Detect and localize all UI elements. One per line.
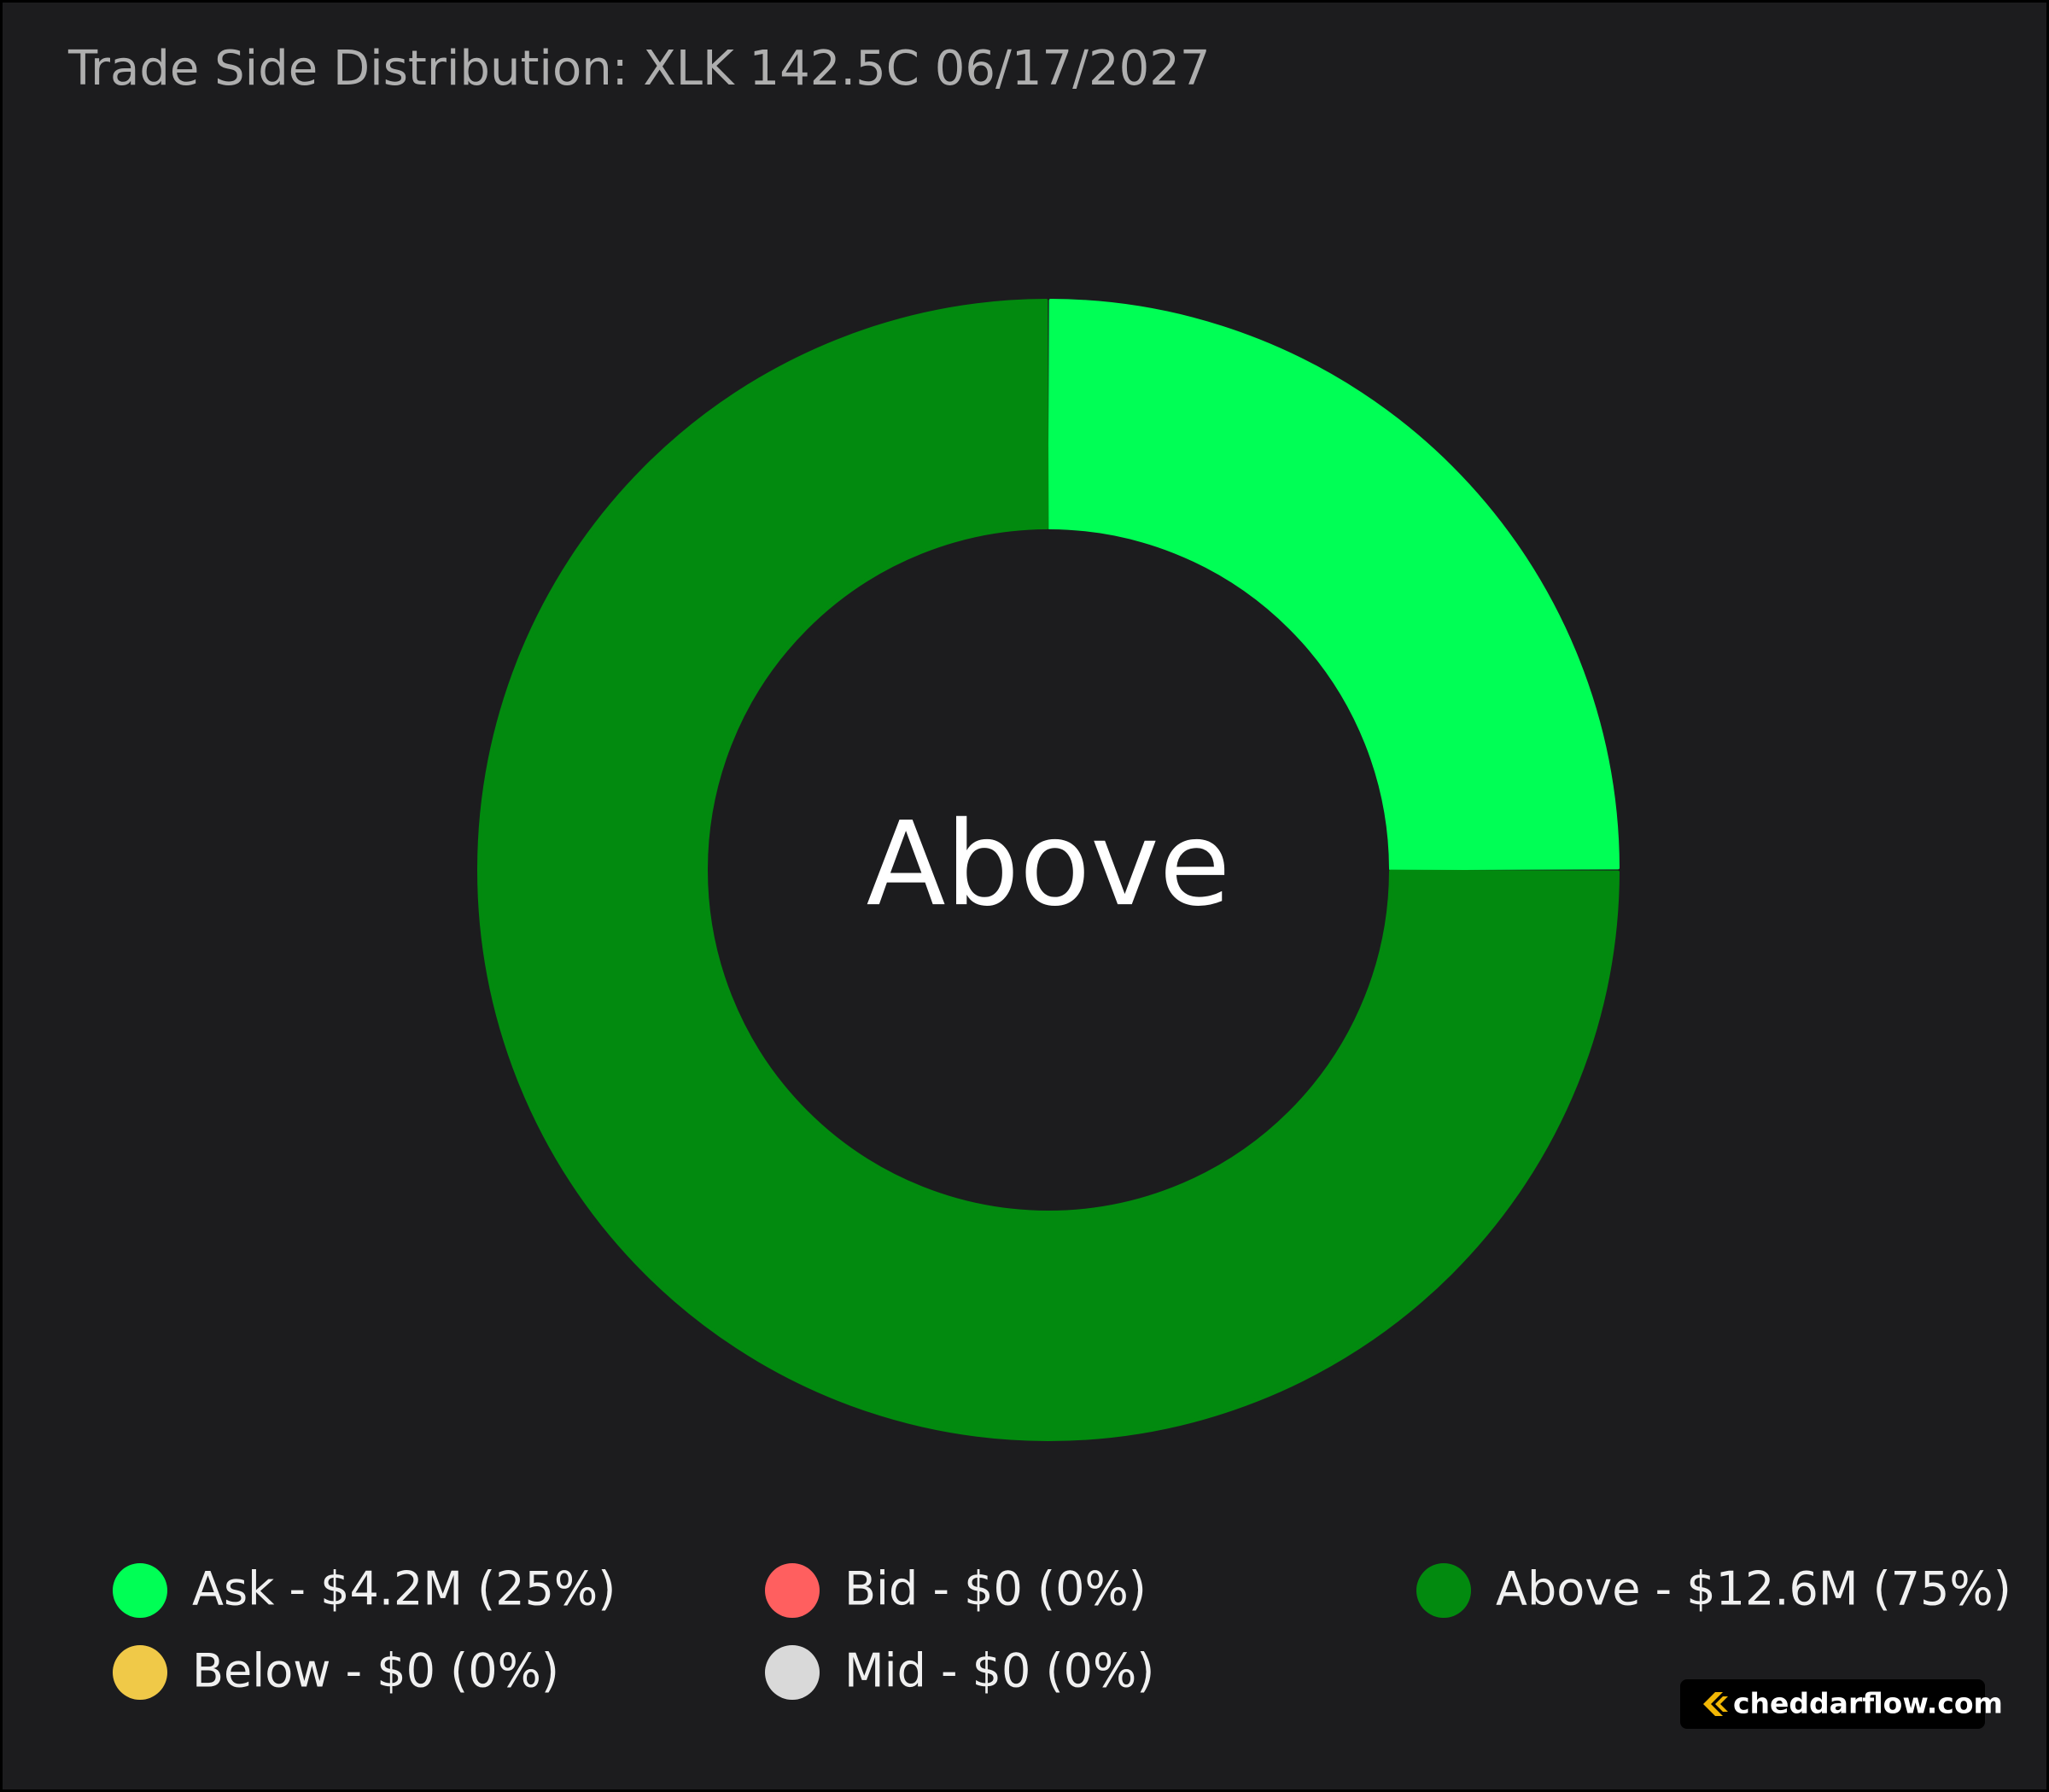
donut-segment — [477, 299, 1620, 1441]
watermark: cheddarflow.com — [1733, 1687, 2003, 1720]
legend-marker — [765, 1563, 820, 1618]
watermark-logo — [1703, 1692, 1728, 1716]
legend-marker — [113, 1645, 167, 1700]
legend-label: Mid - $0 (0%) — [844, 1644, 1154, 1698]
chart-title: Trade Side Distribution: XLK 142.5C 06/1… — [67, 41, 1210, 96]
legend-label: Bid - $0 (0%) — [844, 1562, 1147, 1616]
legend-marker — [113, 1563, 167, 1618]
legend-label: Above - $12.6M (75%) — [1496, 1562, 2011, 1616]
watermark-box — [1680, 1679, 1985, 1729]
legend-label: Below - $0 (0%) — [192, 1644, 559, 1698]
legend-label: Ask - $4.2M (25%) — [192, 1562, 616, 1616]
legend-marker — [765, 1645, 820, 1700]
legend: Ask - $4.2M (25%) Bid - $0 (0%) Above - $1… — [113, 1562, 2011, 1700]
center-label: Above — [867, 797, 1231, 932]
legend-marker — [1416, 1563, 1471, 1618]
donut — [477, 299, 1620, 1441]
donut-segment — [1048, 299, 1620, 871]
